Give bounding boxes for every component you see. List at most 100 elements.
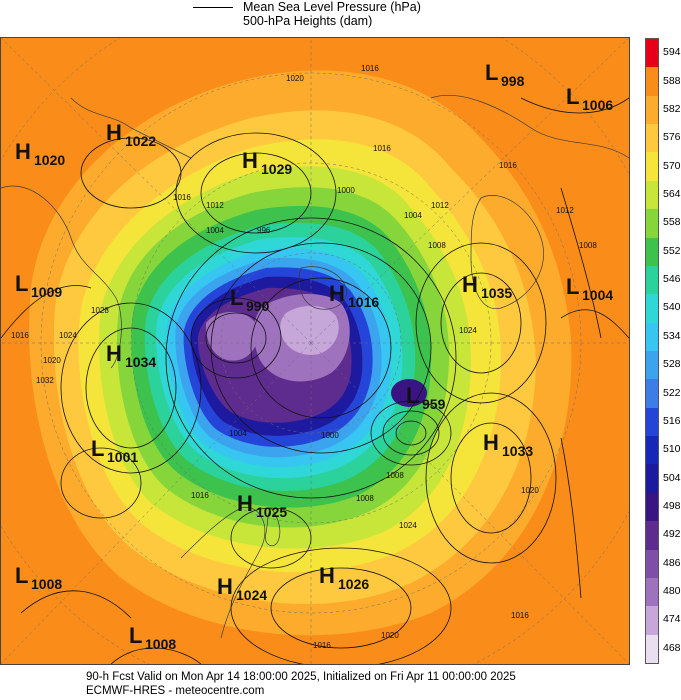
- pressure-center-high: H 1025: [237, 491, 287, 520]
- legend-label-500hpa: 500-hPa Heights (dam): [243, 14, 373, 28]
- isobars: [1, 97, 629, 664]
- footer: 90-h Fcst Valid on Mon Apr 14 18:00:00 2…: [86, 670, 516, 698]
- isobar-label: 1016: [173, 193, 191, 202]
- pressure-centers: H 1022 H 1020 H 1029 L 998 L 1006 L 1009 H 1034…: [15, 60, 613, 652]
- isobar: [200, 152, 312, 234]
- isobar: [395, 420, 427, 446]
- colorbar-segment: [646, 180, 658, 210]
- svg-text:H: H: [15, 139, 31, 164]
- coastlines: [1, 94, 629, 639]
- colorbar-segment: [646, 492, 658, 522]
- isobar: [60, 447, 142, 519]
- latlon-grid: [1, 38, 629, 664]
- svg-text:H: H: [319, 563, 335, 588]
- isobar-label: 1020: [43, 356, 61, 365]
- colorbar-label: 534: [663, 329, 681, 342]
- isobar-label: 1020: [381, 631, 399, 640]
- colorbar-label: 516: [663, 414, 681, 427]
- grid-meridian: [310, 38, 629, 344]
- isobar: [110, 647, 202, 664]
- isobar: [1, 285, 92, 339]
- isobar-label: 1016: [11, 331, 29, 340]
- pressure-center-high: H 1035: [462, 272, 512, 301]
- forecast-validity-text: 90-h Fcst Valid on Mon Apr 14 18:00:00 2…: [86, 671, 516, 683]
- coastline-greenland: [470, 195, 544, 309]
- svg-text:H: H: [106, 341, 122, 366]
- isobar: [425, 392, 557, 564]
- weather-map: 1020 1016 1016 1016 1012 1016 1012 1004 …: [0, 37, 630, 665]
- svg-text:1022: 1022: [125, 133, 156, 149]
- colorbar-label: 576: [663, 131, 681, 144]
- svg-text:L: L: [15, 563, 28, 588]
- coastline-asia-east: [180, 507, 266, 639]
- colorbar-label: 564: [663, 188, 681, 200]
- isobar: [370, 400, 452, 466]
- isobar: [270, 567, 412, 649]
- colorbar-segment: [646, 577, 658, 607]
- isobar: [230, 547, 452, 664]
- coastline-alaska: [70, 97, 192, 159]
- svg-text:L: L: [91, 436, 104, 461]
- colorbar-label: 582: [663, 102, 681, 115]
- isobar-label: 1012: [556, 206, 574, 215]
- colorbar-label: 504: [663, 471, 681, 484]
- svg-text:L: L: [566, 274, 579, 299]
- svg-text:998: 998: [501, 73, 525, 89]
- colorbar-segment: [646, 436, 658, 465]
- svg-text:1034: 1034: [125, 354, 156, 370]
- svg-text:959: 959: [422, 396, 446, 412]
- colorbar-label: 492: [663, 528, 681, 541]
- isobar-label: 1016: [191, 491, 209, 500]
- svg-text:1029: 1029: [261, 161, 292, 177]
- pressure-center-high: H 1034: [106, 341, 156, 370]
- isobar: [80, 137, 182, 209]
- legend-label-mslp: Mean Sea Level Pressure (hPa): [243, 0, 421, 14]
- svg-text:1004: 1004: [582, 287, 613, 303]
- svg-text:1020: 1020: [34, 152, 65, 168]
- svg-text:H: H: [329, 281, 345, 306]
- svg-text:1009: 1009: [31, 284, 62, 300]
- colorbar-label: 540: [663, 301, 681, 314]
- height-band-498-lobe: [391, 379, 427, 407]
- pressure-center-low: L 998: [485, 60, 525, 89]
- svg-text:L: L: [15, 271, 28, 296]
- colorbar-label: 546: [663, 273, 681, 286]
- coastline-japan: [265, 507, 281, 547]
- svg-text:H: H: [462, 272, 478, 297]
- svg-text:H: H: [237, 491, 253, 516]
- grid-meridian: [1, 38, 312, 344]
- isobar: [205, 312, 267, 364]
- isobar: [560, 187, 602, 339]
- svg-text:L: L: [566, 84, 579, 109]
- isobar-label: 1016: [313, 641, 331, 650]
- pressure-center-low: L 1004: [566, 274, 613, 303]
- pressure-center-high: H 1022: [106, 120, 156, 149]
- isobar: [560, 437, 582, 599]
- isobar-label: 1012: [206, 201, 224, 210]
- legend-header: Mean Sea Level Pressure (hPa) 500-hPa He…: [0, 0, 681, 36]
- isobar-label: 1024: [459, 326, 477, 335]
- colorbar-label: 528: [663, 358, 681, 371]
- isobar-label: 1008: [579, 241, 597, 250]
- pressure-center-high: H 1020: [15, 139, 65, 168]
- isobar: [440, 272, 522, 374]
- isobar-label: 1016: [373, 144, 391, 153]
- isobar-label: 1004: [206, 226, 224, 235]
- colorbar-label: 498: [663, 500, 681, 512]
- pressure-center-high: H 1029: [242, 148, 292, 177]
- svg-text:1006: 1006: [582, 97, 613, 113]
- colorbar: [645, 38, 659, 664]
- height-band-474: [280, 305, 339, 355]
- svg-text:1033: 1033: [502, 443, 533, 459]
- isobar-label: 1008: [428, 241, 446, 250]
- isobar: [382, 410, 440, 456]
- colorbar-segment: [646, 351, 658, 380]
- colorbar-label: 486: [663, 556, 681, 569]
- isobar: [20, 590, 132, 619]
- isobar-label: 1016: [499, 161, 517, 170]
- colorbar-label: 480: [663, 585, 681, 598]
- grid-meridian: [1, 342, 312, 664]
- colorbar-segment: [646, 95, 658, 125]
- colorbar-segment: [646, 39, 658, 68]
- colorbar-segment: [646, 606, 658, 636]
